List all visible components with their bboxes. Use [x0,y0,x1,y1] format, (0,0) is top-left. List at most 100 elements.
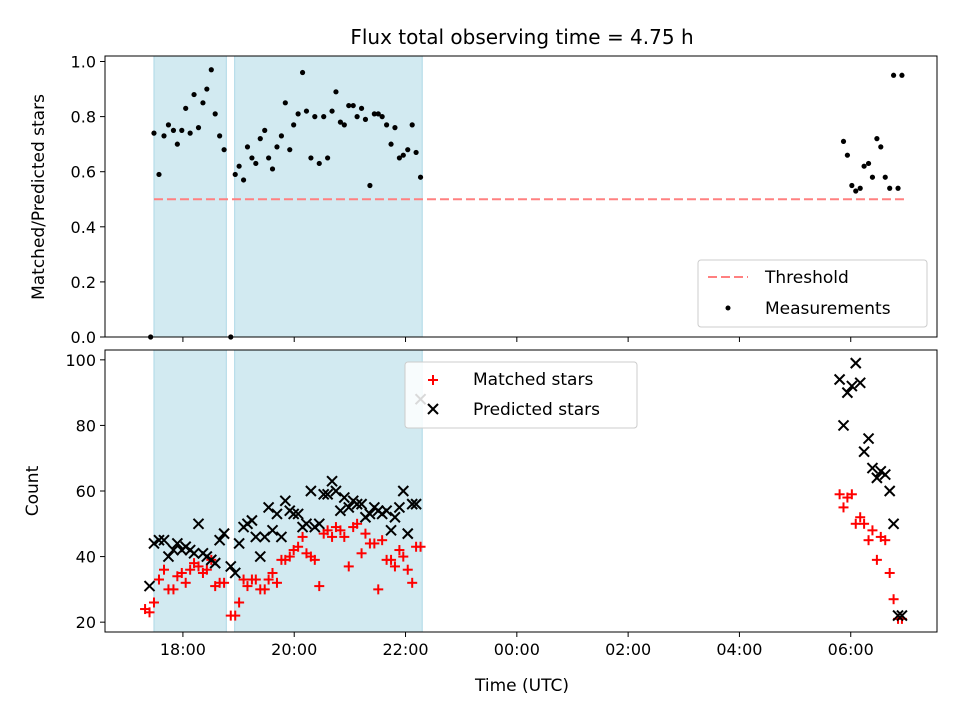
measurement-point [191,91,197,98]
predicted-point [209,557,221,569]
matched-point [394,545,405,556]
measurement-point [303,108,310,114]
predicted-point [351,498,363,510]
measurement-point [844,152,851,158]
predicted-point [841,386,854,399]
predicted-point [896,609,908,622]
measurement-point [362,116,369,122]
measurement-point [151,130,157,136]
measurement-point [874,136,880,142]
predicted-point [887,518,900,530]
measurement-point [274,144,280,150]
measurement-points [148,67,905,340]
predicted-point [846,380,858,392]
matched-point [871,554,882,565]
measurement-point [200,100,206,106]
matched-point [250,574,261,585]
matched-point [263,574,274,585]
measurement-point [375,111,381,117]
predicted-point [393,501,406,514]
matched-point [352,518,363,529]
matched-point [185,564,196,575]
matched-point [284,551,295,562]
x-tick-label: 22:00 [382,640,428,659]
predicted-point [275,531,288,543]
measurement-point [266,155,272,161]
y-tick-label: 0.0 [71,328,96,347]
matched-point [398,551,409,562]
predicted-points [143,357,908,622]
predicted-point [229,567,241,579]
matched-point [834,489,845,500]
measurement-point [295,111,301,117]
legend-matched-swatch [428,375,438,385]
predicted-point [162,550,175,563]
matched-point [309,554,320,565]
observing-interval-1 [234,55,423,338]
measurement-point [333,89,339,95]
x-tick-label: 18:00 [160,640,206,659]
predicted-point [330,485,342,497]
matched-point [148,597,159,608]
measurement-point [882,174,888,180]
y-tick-label: 80 [76,416,96,435]
measurement-point [354,114,360,120]
bottom-shaded-intervals [153,349,423,633]
predicted-point [410,498,422,510]
measurement-point [165,122,172,128]
measurement-point [325,155,331,161]
measurement-point [367,182,373,189]
predicted-point [837,419,850,432]
measurement-point [253,160,259,167]
predicted-point [892,609,904,622]
matched-point [335,525,346,536]
matched-point [259,584,270,595]
predicted-point [334,504,347,517]
predicted-point [380,504,393,517]
measurement-point [299,69,306,76]
measurement-point [379,114,385,120]
measurement-point [204,86,210,92]
measurement-point [174,141,180,147]
y-tick-label: 100 [65,351,96,370]
panel-top-ratio: 0.0 0.2 0.4 0.6 0.8 1.0 Matched/Predicted sta… [29,53,938,347]
measurement-point [170,127,177,133]
measurement-point [887,185,893,191]
measurement-point [840,138,847,145]
top-y-ticks: 0.0 0.2 0.4 0.6 0.8 1.0 [71,53,105,347]
matched-point [373,584,384,595]
panel-bottom-counts: 20 40 60 80 100 18:00 20:00 22:00 00:00 02:00 04:… [23,349,938,696]
predicted-point [833,373,846,386]
x-tick-label: 04:00 [716,640,762,659]
matched-point [850,518,861,529]
predicted-point [318,488,330,500]
predicted-point [871,472,883,484]
matched-point [153,574,164,585]
predicted-point [326,475,338,487]
measurement-point [212,111,218,117]
predicted-point [305,485,317,497]
predicted-point [389,511,401,523]
x-axis-label: Time (UTC) [474,676,569,696]
matched-point [846,489,857,500]
predicted-point [850,357,862,369]
y-tick-label: 40 [76,548,96,567]
matched-point [415,541,426,552]
measurement-point [187,130,193,136]
legend-matched-label: Matched stars [473,370,593,390]
measurement-point [384,122,390,128]
observing-interval-0 [153,55,227,338]
matched-point [867,525,878,536]
measurement-point [183,105,189,111]
legend-predicted-label: Predicted stars [473,400,600,420]
measurement-point [400,152,406,158]
matched-point [238,574,249,585]
predicted-point [250,531,262,543]
matched-point [293,541,304,552]
observing-interval-1 [234,349,423,633]
measurement-point [240,177,247,183]
matched-point [158,564,169,575]
y-tick-label: 0.4 [71,218,96,237]
predicted-point [364,508,376,520]
measurement-point [417,174,424,180]
